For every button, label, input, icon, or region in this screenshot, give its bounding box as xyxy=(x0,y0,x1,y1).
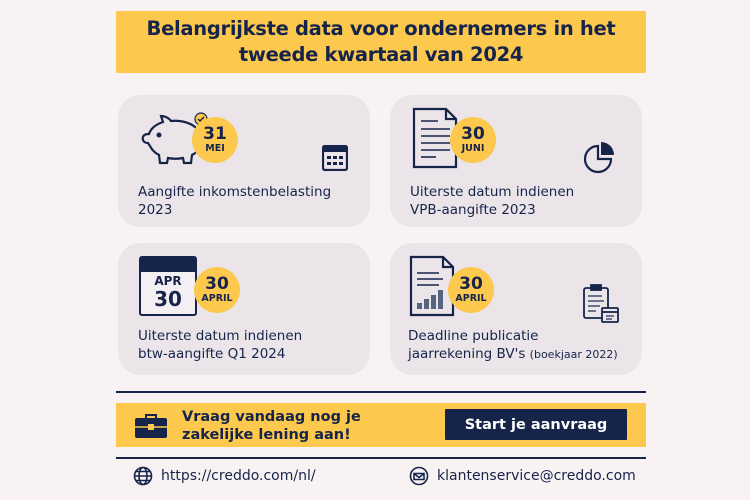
briefcase-icon xyxy=(135,414,167,438)
card-description: Uiterste datum indienen btw-aangifte Q1 … xyxy=(138,327,302,363)
deadline-card-vpb: 30 JUNI Uiterste datum indienen VPB-aang… xyxy=(390,95,642,227)
mail-icon xyxy=(409,466,429,486)
date-badge: 30 APRIL xyxy=(194,267,240,313)
pie-chart-icon xyxy=(583,142,614,174)
divider-top xyxy=(116,391,646,393)
card-description: Aangifte inkomstenbelasting 2023 xyxy=(138,183,331,219)
card-line-1: Uiterste datum indienen xyxy=(410,184,575,200)
deadline-card-annual-accounts: 30 APRIL Deadline publicatie jaarrekenin… xyxy=(390,243,642,375)
email-address[interactable]: klantenservice@creddo.com xyxy=(437,468,636,484)
date-month: APRIL xyxy=(455,293,487,304)
date-month: APRIL xyxy=(201,293,233,304)
deadline-card-income-tax: 31 MEI Aangifte inkomstenbelasting 2023 xyxy=(118,95,370,227)
card-line-1: Aangifte inkomstenbelasting xyxy=(138,184,332,200)
card-description: Deadline publicatie jaarrekening BV's (b… xyxy=(408,327,618,364)
date-day: 30 xyxy=(459,274,483,294)
date-day: 30 xyxy=(461,124,485,144)
card-line-1: Deadline publicatie xyxy=(408,328,539,344)
date-badge: 31 MEI xyxy=(192,117,238,163)
date-badge: 30 APRIL xyxy=(448,267,494,313)
date-badge: 30 JUNI xyxy=(450,117,496,163)
card-line-1: Uiterste datum indienen xyxy=(138,328,303,344)
calculator-icon xyxy=(322,145,348,171)
card-line-2: 2023 xyxy=(138,202,173,218)
page-title: Belangrijkste data voor ondernemers in h… xyxy=(116,11,646,73)
date-month: MEI xyxy=(205,143,225,154)
calendar-month: APR xyxy=(154,274,182,288)
divider-bottom xyxy=(116,457,646,459)
website-url[interactable]: https://creddo.com/nl/ xyxy=(161,468,316,484)
email-link[interactable]: klantenservice@creddo.com xyxy=(409,466,636,486)
start-application-button[interactable]: Start je aanvraag xyxy=(445,409,627,440)
card-line-2: btw-aangifte Q1 2024 xyxy=(138,346,286,362)
calendar-day: 30 xyxy=(154,287,182,311)
date-day: 30 xyxy=(205,274,229,294)
card-note: (boekjaar 2022) xyxy=(529,348,618,361)
card-description: Uiterste datum indienen VPB-aangifte 202… xyxy=(410,183,574,219)
date-day: 31 xyxy=(203,124,227,144)
website-link[interactable]: https://creddo.com/nl/ xyxy=(133,466,316,486)
clipboard-icon xyxy=(583,284,619,323)
banner-text: Vraag vandaag nog je zakelijke lening aa… xyxy=(182,409,361,443)
globe-icon xyxy=(133,466,153,486)
card-line-2: jaarrekening BV's xyxy=(408,346,526,362)
deadline-card-btw: APR 30 30 APRIL Uiterste datum indienen … xyxy=(118,243,370,375)
calendar-icon: APR 30 xyxy=(139,256,197,316)
date-month: JUNI xyxy=(461,143,485,154)
loan-banner: Vraag vandaag nog je zakelijke lening aa… xyxy=(116,403,646,447)
card-line-2: VPB-aangifte 2023 xyxy=(410,202,536,218)
